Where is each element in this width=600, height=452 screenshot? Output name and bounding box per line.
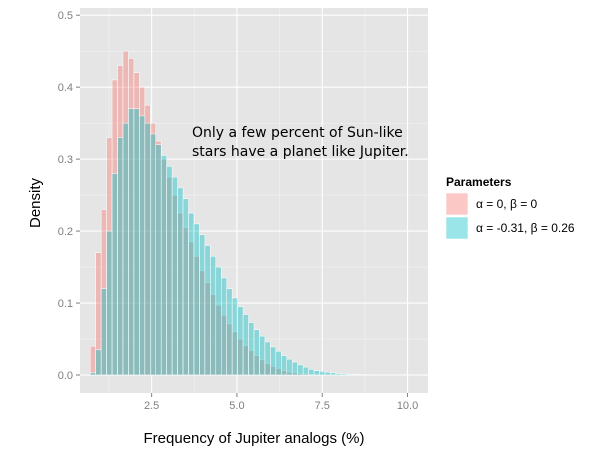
histogram-bar-series-2 <box>122 122 129 376</box>
x-tick-label: 2.5 <box>144 400 159 412</box>
x-tick-label: 10.0 <box>397 400 418 412</box>
histogram-bar-series-2 <box>319 371 326 376</box>
y-tick-label: 0.1 <box>58 298 73 310</box>
legend-label-series-1: α = 0, β = 0 <box>476 197 538 211</box>
histogram-bar-series-2 <box>286 358 293 376</box>
histogram-bar-series-2 <box>100 288 107 376</box>
histogram-bar-series-2 <box>270 346 277 376</box>
histogram-bar-series-2 <box>341 373 348 376</box>
legend-key-series-2 <box>445 216 469 240</box>
histogram-bar-series-2 <box>346 374 353 376</box>
y-tick-label: 0.3 <box>58 154 73 166</box>
histogram-bar-series-2 <box>335 373 342 376</box>
annotation-line-1: Only a few percent of Sun-like <box>192 125 403 141</box>
histogram-bar-series-2 <box>95 349 102 376</box>
histogram-bar-series-2 <box>128 108 135 376</box>
histogram-bar-series-2 <box>106 230 113 376</box>
y-tick-label: 0.4 <box>58 82 73 94</box>
annotation-line-2: stars have a planet like Jupiter. <box>192 144 409 160</box>
histogram-bar-series-2 <box>226 288 233 376</box>
axis-ticks: 0.0 0.1 0.2 0.3 0.4 0.5 2.5 5.0 7.5 10.0 <box>58 10 419 412</box>
histogram-bar-series-2 <box>117 137 124 376</box>
histogram-bar-series-2 <box>324 371 331 376</box>
histogram-bar-series-2 <box>155 144 162 376</box>
histogram-bar-series-2 <box>193 223 200 376</box>
histogram-bar-series-2 <box>308 369 315 376</box>
histogram-bar-series-2 <box>89 372 96 376</box>
legend: Parameters α = 0, β = 0 α = -0.31, β = 0… <box>445 175 575 240</box>
y-tick-label: 0.5 <box>58 10 73 22</box>
histogram-bar-series-2 <box>210 256 217 376</box>
histogram-bar-series-2 <box>160 155 167 376</box>
histogram-bar-series-2 <box>139 115 146 376</box>
histogram-bar-series-2 <box>215 266 222 376</box>
histogram-bar-series-2 <box>204 245 211 376</box>
histogram-bar-series-2 <box>150 133 156 376</box>
histogram-bar-series-2 <box>281 355 288 376</box>
histogram-bars <box>89 50 402 376</box>
histogram-bar-series-2 <box>188 212 195 376</box>
histogram-bar-series-2 <box>259 335 266 376</box>
x-axis-title: Frequency of Jupiter analogs (%) <box>144 430 365 447</box>
histogram-bar-series-2 <box>253 329 260 376</box>
histogram-bar-series-2 <box>166 166 173 376</box>
histogram-bar-series-2 <box>302 366 309 376</box>
histogram-bar-series-2 <box>171 176 178 376</box>
histogram-bar-series-2 <box>133 108 140 376</box>
legend-key-series-1 <box>445 192 469 216</box>
histogram-bar-series-2 <box>291 361 298 376</box>
histogram-bar-series-2 <box>330 372 337 376</box>
histogram-bar-series-2 <box>313 370 320 376</box>
y-axis-title: Density <box>27 177 44 228</box>
histogram-bar-series-2 <box>182 198 189 376</box>
histogram-bar-series-2 <box>144 122 151 376</box>
histogram-bar-series-2 <box>275 351 282 376</box>
legend-label-series-2: α = -0.31, β = 0.26 <box>476 221 575 235</box>
histogram-bar-series-2 <box>297 364 304 376</box>
histogram-bar-series-1 <box>89 345 96 376</box>
histogram-bar-series-2 <box>111 173 118 376</box>
legend-title: Parameters <box>446 175 512 189</box>
histogram-bar-series-2 <box>352 374 358 376</box>
histogram-bar-series-2 <box>237 306 244 376</box>
histogram-bar-series-2 <box>264 341 271 376</box>
y-tick-label: 0.0 <box>58 370 73 382</box>
x-tick-label: 5.0 <box>229 400 244 412</box>
histogram-bar-series-2 <box>242 314 249 376</box>
y-tick-label: 0.2 <box>58 226 73 238</box>
histogram-bar-series-2 <box>199 234 206 376</box>
histogram-bar-series-2 <box>248 322 255 376</box>
x-tick-label: 7.5 <box>315 400 330 412</box>
histogram-bar-series-2 <box>177 187 184 376</box>
histogram-bar-series-2 <box>231 297 238 376</box>
histogram-bar-series-2 <box>220 277 227 376</box>
